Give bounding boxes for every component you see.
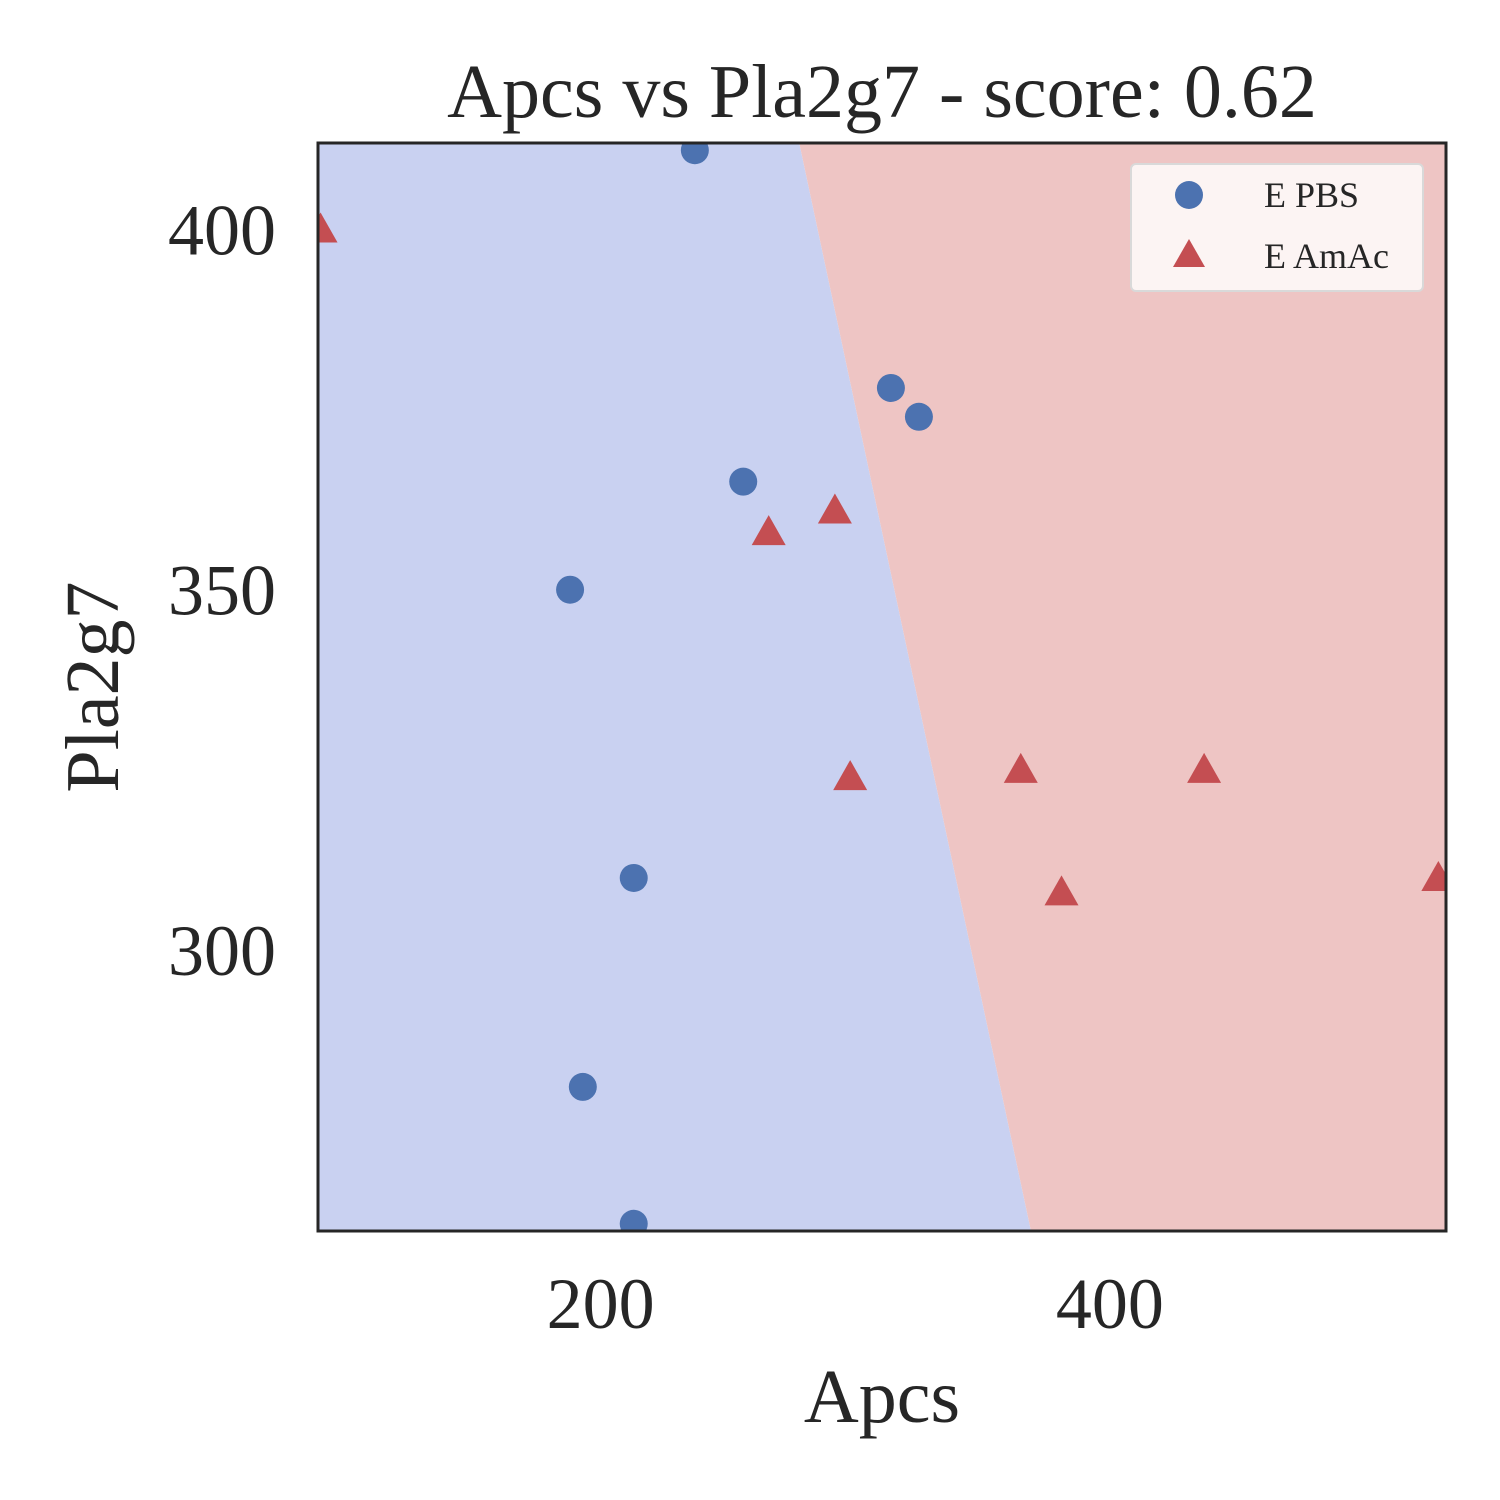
point-e-pbs-2: [904, 402, 933, 431]
point-e-pbs-5: [619, 863, 648, 892]
legend-label-e-amac: E AmAc: [1264, 236, 1389, 276]
x-tick-label-200: 200: [547, 1264, 655, 1344]
point-e-amac-0: [318, 212, 338, 243]
y-tick-label-400: 400: [168, 190, 276, 270]
point-e-pbs-7: [619, 1209, 648, 1231]
point-e-pbs-4: [556, 575, 585, 604]
legend: E PBS E AmAc: [1130, 163, 1424, 292]
y-axis-ticks: 300 350 400: [168, 190, 276, 991]
point-e-pbs-1: [876, 373, 905, 402]
decision-region-e-amac: [799, 143, 1446, 1231]
x-axis-label: Apcs: [804, 1355, 960, 1439]
decision-region-e-pbs: [318, 143, 1031, 1231]
point-e-amac-1: [817, 493, 852, 524]
point-e-amac-4: [1003, 752, 1038, 783]
plot-area: [316, 141, 1448, 1233]
chart-title: Apcs vs Pla2g7 - score: 0.62: [447, 50, 1317, 134]
legend-marker-e-amac: [1173, 239, 1205, 267]
legend-box: [1130, 163, 1424, 292]
point-e-amac-3: [833, 760, 868, 791]
y-tick-label-300: 300: [168, 911, 276, 991]
plot-frame: [316, 141, 1448, 1233]
y-tick-label-350: 350: [168, 551, 276, 631]
point-e-pbs-3: [729, 467, 758, 496]
legend-marker-e-pbs: [1175, 181, 1203, 209]
point-e-pbs-6: [568, 1072, 597, 1101]
data-points: [318, 143, 1446, 1231]
y-axis-label: Pla2g7: [51, 581, 135, 792]
point-e-amac-7: [1421, 860, 1446, 891]
x-tick-label-400: 400: [1056, 1264, 1164, 1344]
point-e-amac-5: [1187, 752, 1222, 783]
x-axis-ticks: 200 400: [547, 1264, 1164, 1344]
point-e-amac-6: [1044, 875, 1079, 906]
point-e-amac-2: [751, 515, 786, 546]
point-e-pbs-0: [680, 143, 709, 165]
legend-label-e-pbs: E PBS: [1264, 175, 1359, 215]
